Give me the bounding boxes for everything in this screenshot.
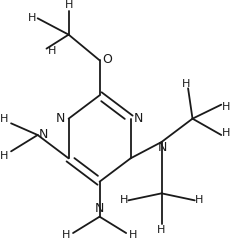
Text: H: H <box>48 46 56 56</box>
Text: N: N <box>39 129 48 142</box>
Text: H: H <box>182 79 190 89</box>
Text: O: O <box>102 53 112 66</box>
Text: H: H <box>129 230 137 240</box>
Text: H: H <box>0 151 9 161</box>
Text: H: H <box>62 230 71 240</box>
Text: H: H <box>0 114 9 124</box>
Text: H: H <box>195 195 203 205</box>
Text: N: N <box>95 202 104 215</box>
Text: H: H <box>157 225 166 234</box>
Text: N: N <box>134 112 143 125</box>
Text: H: H <box>64 0 73 10</box>
Text: H: H <box>222 128 230 138</box>
Text: N: N <box>158 141 167 154</box>
Text: H: H <box>222 102 230 112</box>
Text: H: H <box>28 13 36 23</box>
Text: H: H <box>120 195 128 205</box>
Text: N: N <box>56 112 66 125</box>
